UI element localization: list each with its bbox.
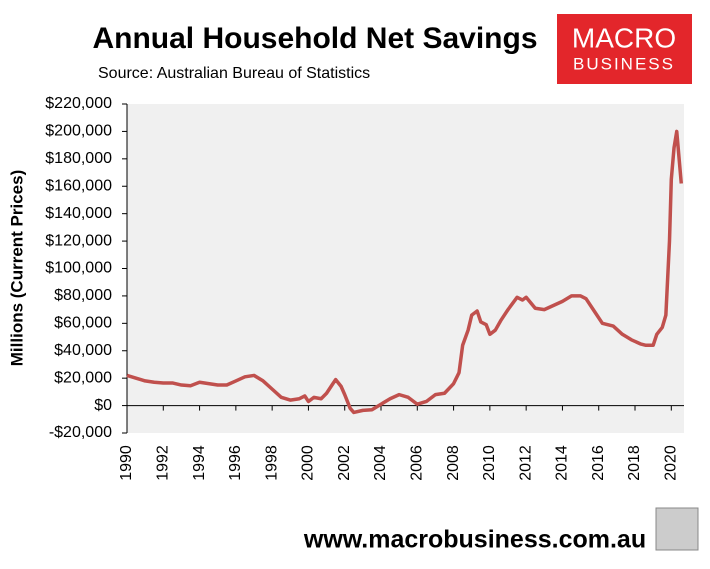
y-axis-label: Millions (Current Prices): [7, 170, 26, 366]
x-tick-label: 2016: [590, 445, 607, 481]
x-tick-label: 2002: [336, 445, 353, 481]
y-tick-label: $20,000: [54, 369, 112, 386]
x-tick-label: 1998: [263, 445, 280, 481]
chart-title: Annual Household Net Savings: [92, 22, 537, 55]
x-tick-label: 2018: [626, 445, 643, 481]
x-tick-label: 2006: [409, 445, 426, 481]
y-tick-label: $80,000: [54, 287, 112, 304]
y-tick-label: $180,000: [45, 150, 112, 167]
x-tick-label: 1996: [227, 445, 244, 481]
y-tick-label: $120,000: [45, 232, 112, 249]
x-tick-label: 2014: [554, 445, 571, 481]
chart-subtitle: Source: Australian Bureau of Statistics: [98, 65, 370, 82]
footer: www.macrobusiness.com.au: [303, 526, 646, 554]
x-tick-label: 2000: [300, 445, 317, 481]
y-tick-label: $200,000: [45, 123, 112, 140]
plot-area: [127, 104, 684, 433]
x-tick-label: 2010: [481, 445, 498, 481]
y-tick-label: $100,000: [45, 260, 112, 277]
y-tick-label: $60,000: [54, 315, 112, 332]
x-tick-label: 1992: [155, 445, 172, 481]
y-tick-label: -$20,000: [49, 424, 112, 441]
x-tick-label: 2012: [517, 445, 534, 481]
y-tick-label: $220,000: [45, 95, 112, 112]
logo-box: [557, 14, 692, 84]
logo-text: BUSINESS: [573, 54, 675, 73]
x-tick-label: 1990: [118, 445, 135, 481]
logo-text: MACRO: [572, 22, 676, 53]
y-tick-label: $160,000: [45, 177, 112, 194]
y-tick-label: $40,000: [54, 342, 112, 359]
x-tick-label: 2020: [663, 445, 680, 481]
wolf-icon: [655, 507, 699, 551]
x-tick-label: 2004: [372, 445, 389, 481]
line: [126, 129, 684, 415]
x-tick-label: 1994: [191, 445, 208, 481]
x-tick-label: 2008: [445, 445, 462, 481]
y-tick-label: $0: [94, 397, 112, 414]
y-tick-label: $140,000: [45, 205, 112, 222]
